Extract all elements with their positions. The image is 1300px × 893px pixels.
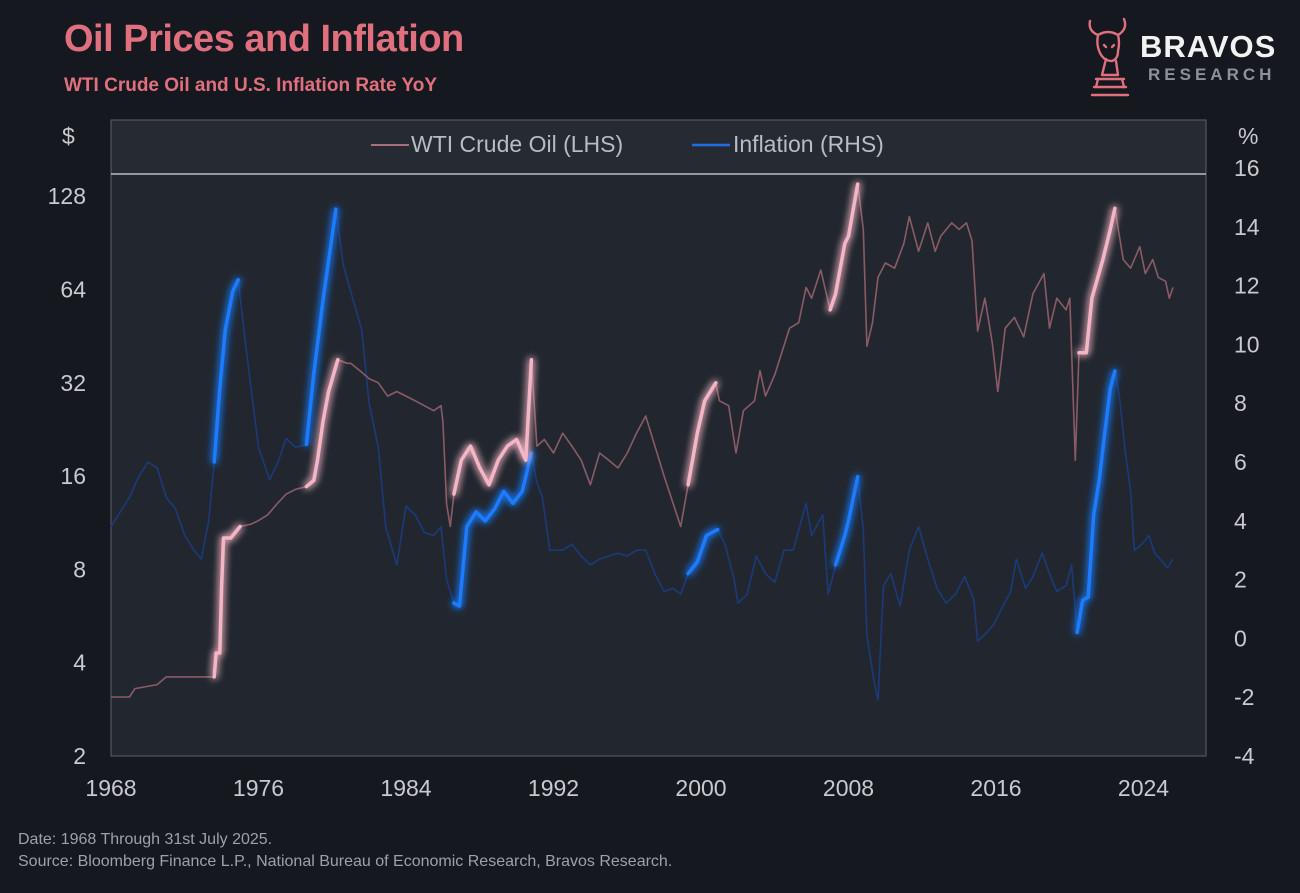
x-tick-label: 1976 (233, 775, 284, 801)
right-tick-label: 12 (1234, 273, 1260, 299)
chart-title: Oil Prices and Inflation (64, 18, 464, 60)
left-tick-label: 32 (60, 370, 86, 396)
x-tick-label: 1992 (528, 775, 579, 801)
inflation-highlight-segment (1075, 369, 1117, 635)
plot-area (110, 119, 1207, 757)
inflation-highlight-segment (686, 527, 720, 576)
right-tick-label: -4 (1234, 743, 1255, 769)
left-tick-label: 8 (73, 556, 86, 582)
left-tick-label: 4 (73, 650, 86, 676)
oil-highlight-segment (686, 381, 718, 487)
legend-box (110, 119, 1207, 175)
left-tick-label: 128 (48, 183, 86, 209)
oil-highlight-segment (304, 357, 340, 489)
series-lines-highlight (212, 182, 1117, 679)
bull-knight-chess-icon (1088, 17, 1130, 97)
right-tick-label: 6 (1234, 449, 1247, 475)
date-note: Date: 1968 Through 31st July 2025. (18, 831, 273, 848)
logo-name: BRAVOS (1140, 29, 1277, 64)
oil-highlight-segment (452, 357, 534, 496)
right-tick-label: 16 (1234, 155, 1260, 181)
inflation-series-line (110, 208, 1174, 701)
right-tick-label: 8 (1234, 390, 1247, 416)
inflation-highlight-segment (212, 277, 240, 464)
inflation-highlight-segment (833, 474, 860, 567)
brand-logo: BRAVOS RESEARCH (1084, 15, 1289, 100)
inflation-highlight-segment (452, 451, 534, 608)
right-tick-label: 0 (1234, 625, 1247, 651)
source-note: Source: Bloomberg Finance L.P., National… (18, 853, 673, 870)
right-tick-label: 14 (1234, 214, 1260, 240)
left-axis-unit: $ (62, 123, 75, 149)
oil-highlight-segment (828, 182, 860, 312)
legend-oil-label: WTI Crude Oil (LHS) (411, 131, 623, 157)
left-tick-label: 64 (60, 277, 86, 303)
inflation-highlight-segment (304, 207, 338, 447)
right-tick-label: -2 (1234, 684, 1254, 710)
logo-subtitle: RESEARCH (1148, 65, 1276, 84)
x-tick-label: 1968 (85, 775, 136, 801)
right-tick-label: 10 (1234, 331, 1260, 357)
right-axis-unit: % (1238, 123, 1258, 149)
right-tick-label: 2 (1234, 567, 1247, 593)
x-tick-label: 2008 (823, 775, 874, 801)
oil-highlight-segment (1077, 206, 1117, 355)
x-tick-label: 2000 (675, 775, 726, 801)
x-tick-label: 1984 (380, 775, 431, 801)
left-tick-label: 2 (73, 743, 86, 769)
chart-subtitle: WTI Crude Oil and U.S. Inflation Rate Yo… (64, 75, 437, 96)
oil-highlight-segment (212, 524, 242, 679)
axis-ticks: 2 4 8 16 32 64 128 -4 -2 0 2 4 6 8 10 12 14 16 1968 1976 198… (48, 155, 1260, 801)
left-tick-label: 16 (60, 463, 86, 489)
x-tick-label: 2016 (970, 775, 1021, 801)
legend-inflation-label: Inflation (RHS) (733, 131, 884, 157)
x-tick-label: 2024 (1118, 775, 1169, 801)
right-tick-label: 4 (1234, 508, 1247, 534)
